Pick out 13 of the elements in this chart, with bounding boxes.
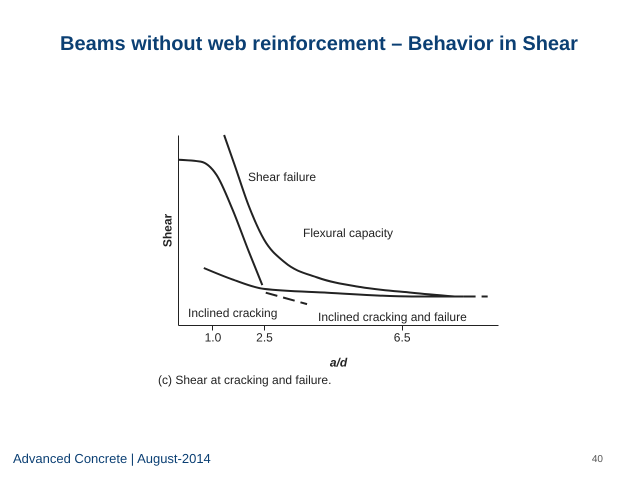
chart-title: Beams without web reinforcement – Behavior in Shear bbox=[60, 33, 578, 55]
x-tick-label: 6.5 bbox=[394, 330, 411, 344]
annotation: Inclined cracking and failure bbox=[318, 310, 468, 324]
annotation: Shear failure bbox=[248, 170, 316, 184]
text: 40 bbox=[592, 454, 604, 465]
text: (c) Shear at cracking and failure. bbox=[158, 373, 332, 387]
x-tick-label: 2.5 bbox=[256, 330, 274, 344]
y-axis-title: Shear bbox=[160, 214, 174, 248]
text: Advanced Concrete | August-2014 bbox=[13, 451, 211, 466]
x-tick-label: 1.0 bbox=[204, 330, 222, 344]
annotation: Flexural capacity bbox=[303, 226, 394, 240]
x-axis-title: a/d bbox=[330, 356, 348, 370]
annotation: Inclined cracking bbox=[188, 306, 278, 320]
